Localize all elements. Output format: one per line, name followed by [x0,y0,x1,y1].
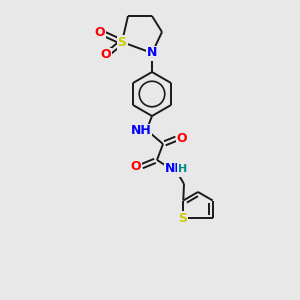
Text: NH: NH [165,163,185,176]
Text: O: O [131,160,141,173]
Text: S: S [178,212,187,225]
Text: O: O [101,49,111,62]
Text: S: S [118,35,127,49]
Text: NH: NH [130,124,152,137]
Text: O: O [95,26,105,38]
Text: N: N [147,46,157,59]
Text: O: O [177,131,187,145]
Text: H: H [178,164,188,174]
